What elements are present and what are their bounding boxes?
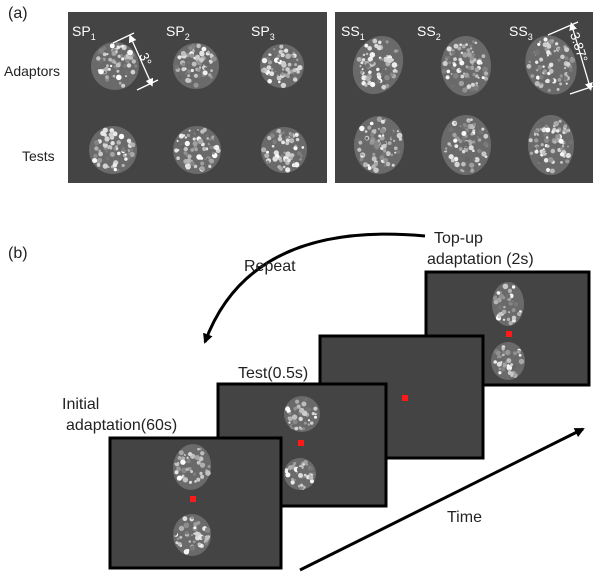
topup-test	[491, 342, 525, 380]
initial-label-line2: adaptation(60s)	[66, 417, 177, 434]
topup-label-line2: adaptation (2s)	[427, 251, 534, 268]
adaptor-ss1	[352, 35, 404, 95]
topup-adaptor	[492, 282, 524, 326]
column-title-sp3: SP3	[251, 23, 275, 42]
fixation-point-topup	[506, 331, 512, 337]
column-title-ss3: SS3	[509, 23, 533, 42]
test-sp3	[261, 127, 307, 173]
adaptor-sp2	[173, 43, 219, 89]
test-lower	[284, 458, 316, 490]
topup-label-line1: Top-up	[434, 230, 483, 247]
fixation-point-initial	[190, 496, 196, 502]
adaptor-ss2	[441, 36, 491, 96]
time-label: Time	[447, 509, 482, 526]
repeat-arrow	[203, 232, 426, 344]
row-label-adaptors: Adaptors	[4, 63, 60, 79]
size-annotation-sp: 3°	[112, 32, 159, 91]
fixation-point-blank	[402, 395, 408, 401]
column-title-sp2: SP2	[166, 23, 190, 42]
fixation-point-test	[298, 440, 304, 446]
test-ss2	[441, 115, 491, 175]
repeat-label: Repeat	[244, 258, 296, 275]
test-sp2	[173, 126, 221, 174]
test-upper	[284, 396, 320, 432]
column-title-ss1: SS1	[341, 23, 365, 42]
test-ss1	[354, 116, 404, 174]
test-sp1	[89, 126, 137, 174]
row-label-tests: Tests	[22, 148, 55, 164]
time-arrow	[299, 427, 585, 572]
test-ss3	[528, 115, 574, 175]
column-title-sp1: SP1	[72, 23, 96, 42]
initial-label-line1: Initial	[62, 396, 99, 413]
timeline-stimuli	[172, 282, 525, 556]
test-label: Test(0.5s)	[238, 365, 308, 382]
adaptor-sp3	[260, 44, 304, 89]
stimuli-grid	[89, 35, 577, 175]
adaptor-ss3	[525, 35, 577, 95]
size-label-sp: 3°	[136, 51, 155, 68]
column-title-ss2: SS2	[417, 23, 441, 42]
adaptor-sp1	[91, 42, 139, 90]
initial-test	[173, 514, 211, 556]
panel-a-label: (a)	[8, 5, 28, 22]
panel-b-label: (b)	[8, 245, 28, 262]
initial-adaptor	[172, 444, 212, 490]
